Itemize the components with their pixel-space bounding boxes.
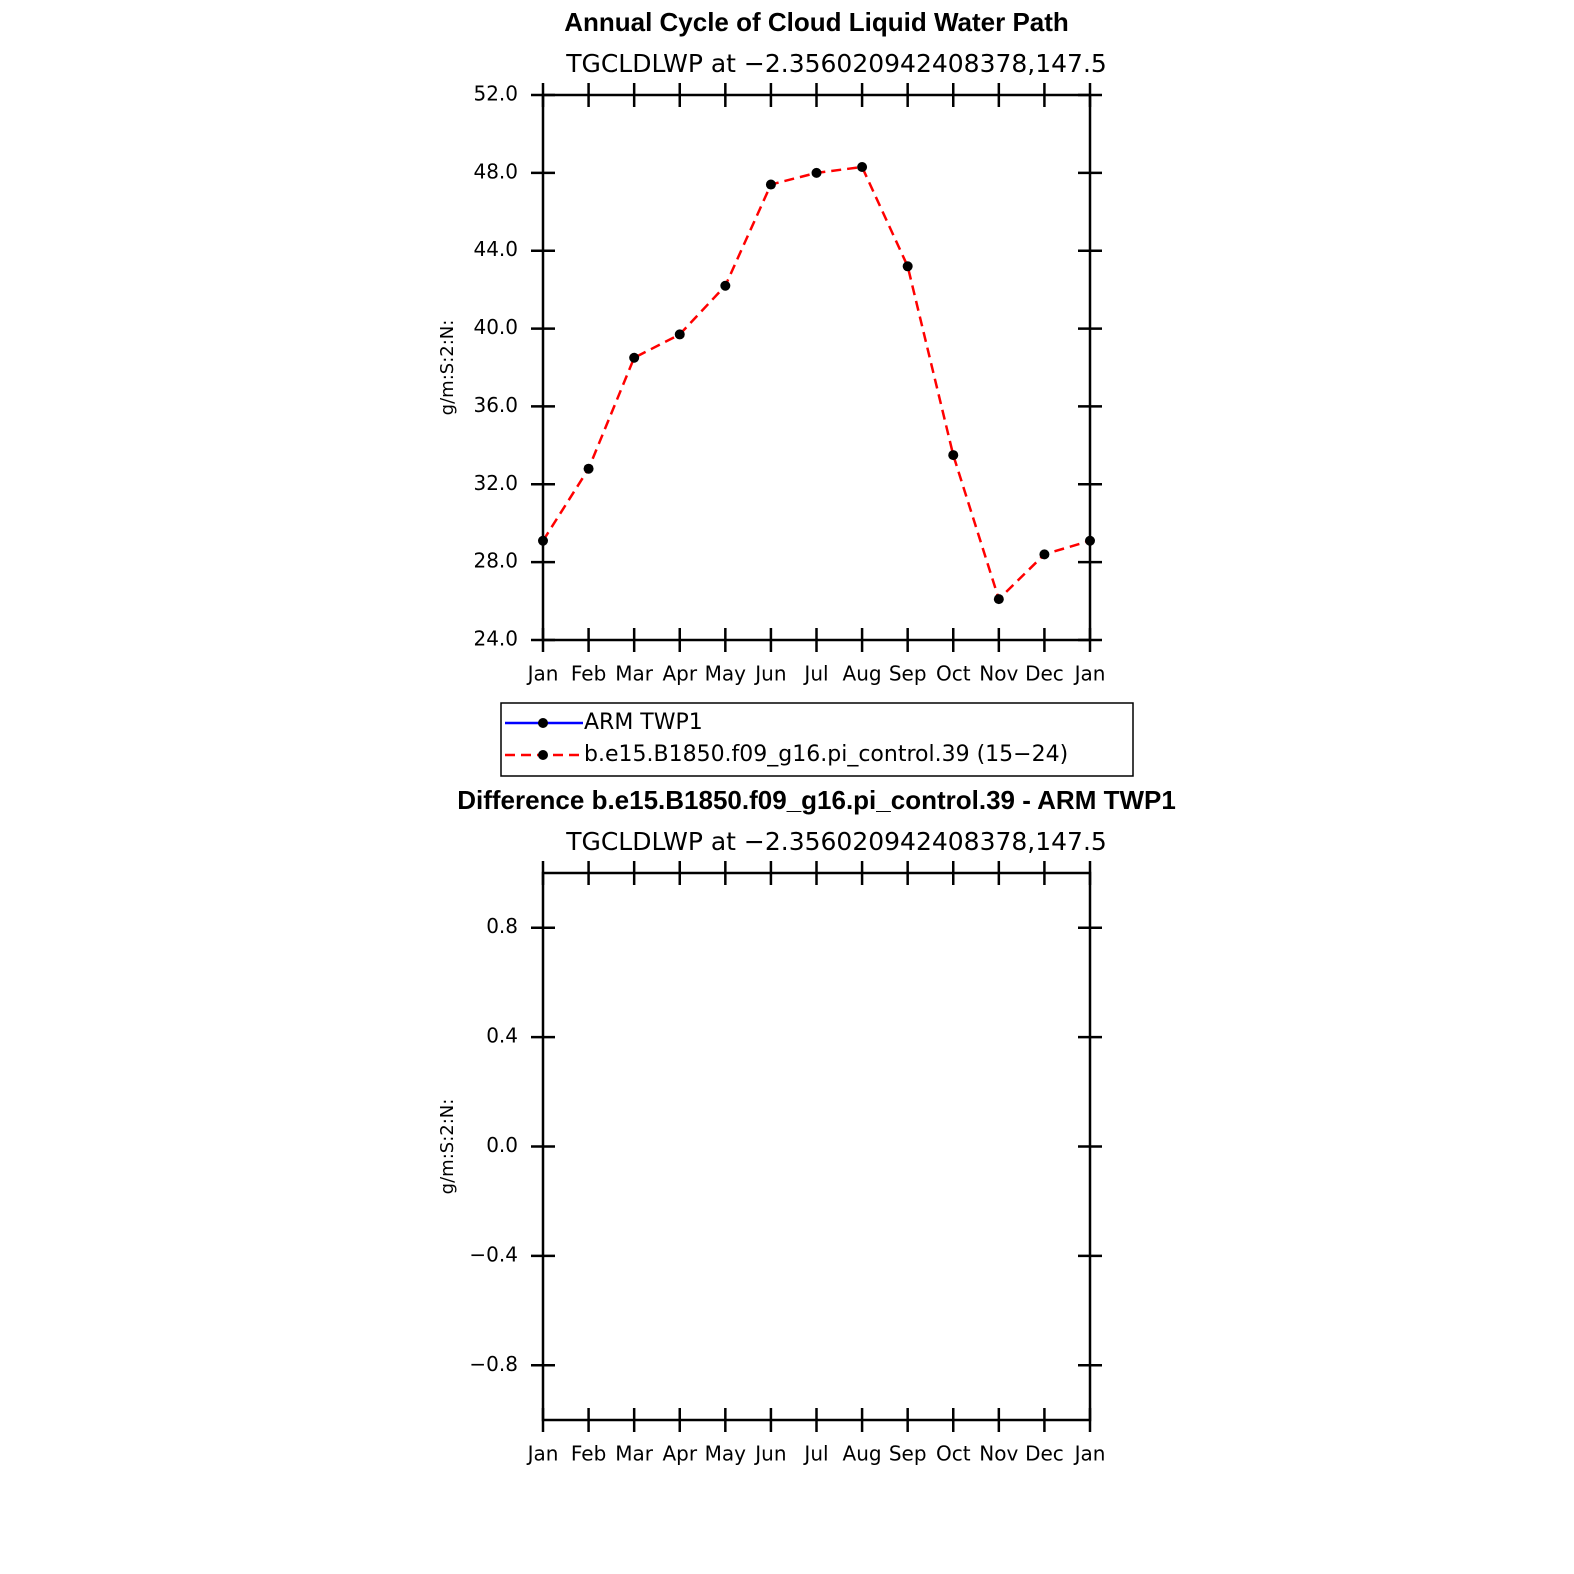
legend-marker (538, 718, 548, 728)
y-tick-label: 0.0 (486, 1133, 518, 1157)
data-point (629, 352, 640, 363)
y-tick-label: 0.8 (486, 914, 518, 938)
x-tick-label: Apr (662, 1442, 697, 1466)
x-tick-label: Jan (1073, 1442, 1106, 1466)
data-point (765, 179, 776, 190)
x-tick-label: Mar (615, 1442, 654, 1466)
plot-frame (541, 871, 1092, 1422)
data-point (1085, 535, 1095, 546)
x-tick-label: Oct (936, 1442, 971, 1466)
x-tick-label: Dec (1025, 1442, 1064, 1466)
x-tick-label: Nov (979, 1442, 1018, 1466)
x-tick-label: Feb (571, 662, 606, 686)
data-point (993, 594, 1004, 605)
x-tick-label: Aug (843, 662, 882, 686)
x-tick-label: Sep (889, 662, 927, 686)
data-point (857, 162, 868, 173)
chart-subtitle: TGCLDLWP at −2.356020942408378,147.5 (565, 49, 1107, 78)
data-point (720, 280, 731, 291)
y-tick-label: 44.0 (473, 237, 518, 261)
data-point (902, 261, 913, 272)
x-tick-label: Dec (1025, 662, 1064, 686)
x-tick-label: Oct (936, 662, 971, 686)
y-tick-label: 32.0 (473, 471, 518, 495)
chart-title: Annual Cycle of Cloud Liquid Water Path (564, 7, 1069, 37)
data-point (948, 450, 959, 461)
y-tick-label: −0.8 (469, 1352, 518, 1376)
data-point (674, 329, 685, 340)
series-line (541, 165, 1091, 602)
data-point (811, 167, 822, 178)
x-tick-label: Jul (802, 1442, 828, 1466)
y-tick-label: 40.0 (473, 315, 518, 339)
x-tick-label: Jan (526, 1442, 559, 1466)
x-tick-label: Jun (753, 1442, 786, 1466)
y-tick-label: −0.4 (469, 1242, 518, 1266)
x-tick-label: Sep (889, 1442, 927, 1466)
x-tick-label: Mar (615, 662, 654, 686)
legend-box (500, 702, 1134, 777)
x-tick-label: Aug (843, 1442, 882, 1466)
data-point (538, 535, 548, 546)
y-tick-label: 28.0 (473, 549, 518, 573)
y-axis-label: g/m:S:2:N: (437, 320, 458, 416)
y-tick-label: 48.0 (473, 159, 518, 183)
x-tick-label: Jul (802, 662, 828, 686)
x-tick-label: Feb (571, 1442, 606, 1466)
x-tick-label: May (705, 1442, 747, 1466)
data-point (583, 463, 594, 474)
chart-title: Difference b.e15.B1850.f09_g16.pi_contro… (457, 785, 1176, 815)
x-tick-label: Jan (526, 662, 559, 686)
legend-label: ARM TWP1 (584, 710, 703, 735)
legend-label: b.e15.B1850.f09_g16.pi_control.39 (15−24… (584, 742, 1068, 767)
x-tick-label: Jan (1073, 662, 1106, 686)
y-tick-label: 36.0 (473, 393, 518, 417)
y-tick-label: 52.0 (473, 82, 518, 106)
y-tick-label: 24.0 (473, 627, 518, 651)
chart-subtitle: TGCLDLWP at −2.356020942408378,147.5 (565, 827, 1107, 856)
x-tick-label: Apr (662, 662, 697, 686)
x-tick-label: May (705, 662, 747, 686)
legend-marker (538, 750, 548, 760)
x-tick-label: Nov (979, 662, 1018, 686)
data-point (1039, 549, 1050, 560)
y-tick-label: 0.4 (486, 1024, 518, 1048)
x-tick-label: Jun (753, 662, 786, 686)
y-axis-label: g/m:S:2:N: (437, 1099, 458, 1195)
